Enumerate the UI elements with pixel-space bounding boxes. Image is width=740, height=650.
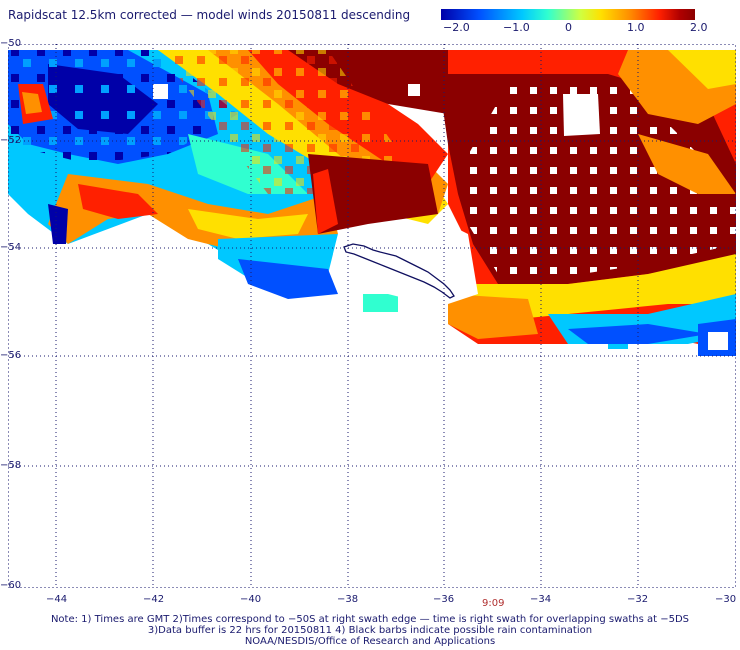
lon-label-40: −40 <box>240 594 262 605</box>
lon-label-36: −36 <box>433 594 455 605</box>
map-plot <box>8 44 736 588</box>
lat-label-60: −60 <box>0 580 22 591</box>
swath-time-label: 9:09 <box>482 598 505 609</box>
colorbar-label-pos2: 2.0 <box>690 21 708 34</box>
chart-title: Rapidscat 12.5km corrected — model winds… <box>8 8 411 22</box>
lon-label-34: −34 <box>530 594 552 605</box>
graticule <box>8 44 736 588</box>
south-georgia-coastline <box>343 243 455 299</box>
map-frame <box>8 44 736 588</box>
footnote-line-2: 3)Data buffer is 22 hrs for 20150811 4) … <box>147 625 593 636</box>
footnote-line-3: NOAA/NESDIS/Office of Research and Appli… <box>244 636 496 647</box>
footnote-line-1: Note: 1) Times are GMT 2)Times correspon… <box>50 614 690 625</box>
colorbar-label-pos1: 1.0 <box>627 21 645 34</box>
lat-label-50: −50 <box>0 38 22 49</box>
colorbar <box>441 9 695 20</box>
lon-label-38: −38 <box>337 594 359 605</box>
lon-label-30: −30 <box>715 594 737 605</box>
colorbar-label-zero: 0 <box>565 21 572 34</box>
lat-label-56: −56 <box>0 350 22 361</box>
colorbar-label-neg2: −2.0 <box>443 21 470 34</box>
lat-label-52: −52 <box>0 135 22 146</box>
lon-label-44: −44 <box>46 594 68 605</box>
footnote: Note: 1) Times are GMT 2)Times correspon… <box>0 614 740 647</box>
lon-label-32: −32 <box>627 594 649 605</box>
wind-difference-map <box>8 44 736 588</box>
swath-east <box>438 50 736 356</box>
lat-label-54: −54 <box>0 242 22 253</box>
lon-label-42: −42 <box>143 594 165 605</box>
lat-label-58: −58 <box>0 460 22 471</box>
colorbar-label-neg1: −1.0 <box>503 21 530 34</box>
